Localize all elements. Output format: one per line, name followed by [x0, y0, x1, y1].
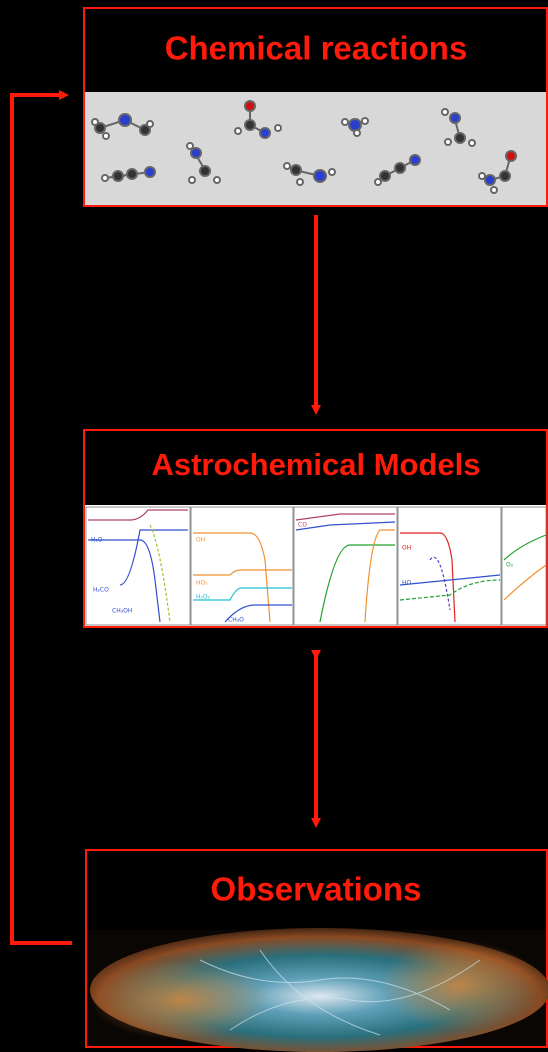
node-title: Chemical reactions [165, 30, 468, 67]
molecules-image [85, 92, 546, 205]
node-observations: Observations [86, 850, 548, 1052]
node-astrochemical-models: Astrochemical Models [84, 430, 547, 627]
panel-label: OH [196, 537, 205, 544]
page: Chemical reactions Astrochemical Models [0, 0, 548, 1052]
panel-label: OH [402, 545, 411, 552]
panel-label: O₂ [506, 562, 514, 569]
node-title: Observations [211, 871, 422, 908]
panel-label: CH₃O [228, 617, 244, 624]
node-title: Astrochemical Models [151, 447, 480, 482]
panel-label: HO₂ [196, 580, 208, 587]
diagram: Chemical reactions Astrochemical Models [0, 0, 548, 1052]
panel-label: H₂O [91, 537, 103, 544]
panel-label: H₂CO [93, 587, 109, 594]
nebula-image [87, 928, 548, 1052]
panel-label: HO [402, 580, 412, 587]
panel-label: H₂O₂ [196, 594, 211, 601]
node-chemical-reactions: Chemical reactions [84, 8, 547, 206]
panel-label: CO [298, 522, 307, 529]
model-plots [85, 505, 546, 626]
feedback-arrow [12, 95, 72, 943]
panel-label: CH₃OH [112, 608, 132, 615]
